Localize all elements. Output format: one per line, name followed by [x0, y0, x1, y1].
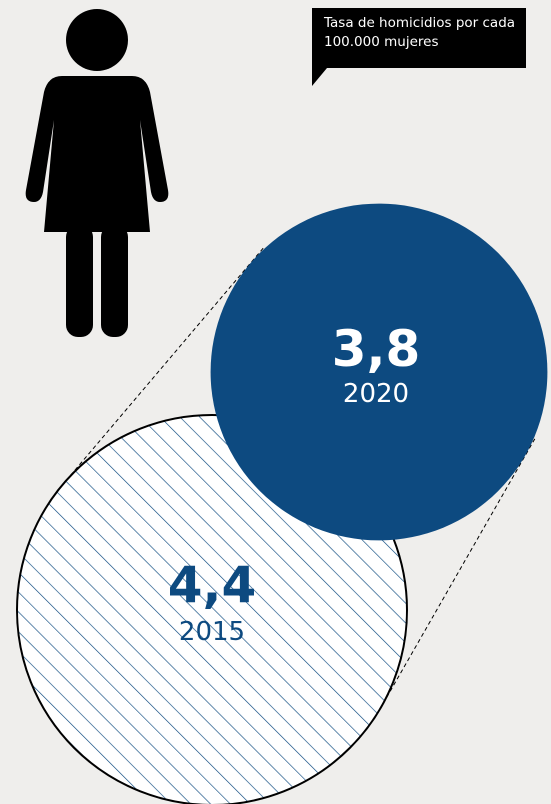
callout: Tasa de homicidios por cada 100.000 muje…: [312, 8, 526, 68]
callout-tail: [312, 62, 332, 86]
year-label: 2020: [343, 379, 409, 409]
value-label: 4,4: [168, 556, 257, 614]
bubble: [210, 203, 548, 541]
year-label: 2015: [179, 617, 245, 647]
tangent-line: [375, 436, 537, 716]
tangent-line: [56, 245, 266, 492]
woman-icon: [25, 9, 169, 337]
value-label: 3,8: [332, 320, 421, 378]
